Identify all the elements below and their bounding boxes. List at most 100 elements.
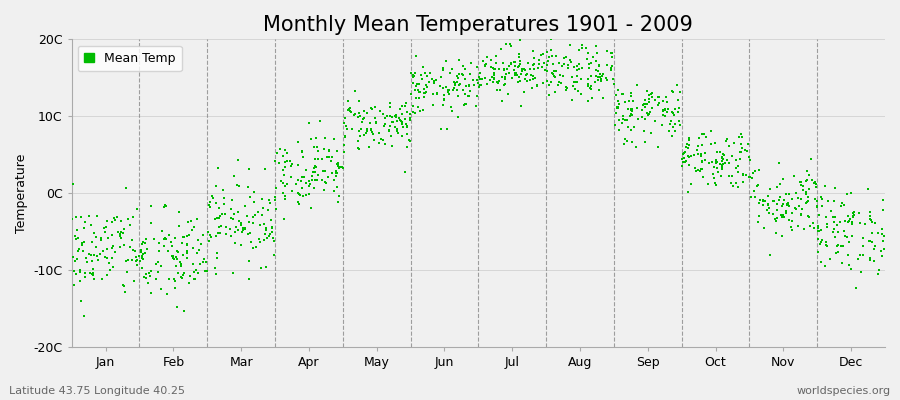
- Point: [180, 255, 194, 262]
- Point: [427, 102, 441, 108]
- Point: [135, 238, 149, 245]
- Point: [269, 184, 284, 191]
- Point: [463, 83, 477, 90]
- Point: [161, 247, 176, 254]
- Point: [781, 201, 796, 207]
- Point: [231, 209, 246, 216]
- Point: [512, 78, 526, 84]
- Point: [446, 87, 460, 93]
- Point: [131, 253, 146, 259]
- Point: [84, 222, 98, 228]
- Point: [266, 252, 281, 258]
- Point: [526, 48, 541, 54]
- Point: [259, 235, 274, 241]
- Point: [745, 174, 760, 181]
- Point: [799, 191, 814, 197]
- Point: [276, 171, 291, 178]
- Point: [511, 63, 526, 70]
- Point: [513, 36, 527, 43]
- Point: [209, 200, 223, 207]
- Point: [553, 72, 567, 78]
- Point: [508, 59, 522, 66]
- Point: [642, 96, 656, 102]
- Point: [238, 226, 253, 232]
- Point: [638, 96, 652, 103]
- Point: [715, 154, 729, 160]
- Point: [90, 253, 104, 259]
- Point: [494, 46, 508, 52]
- Point: [766, 211, 780, 218]
- Point: [826, 218, 841, 225]
- Point: [91, 257, 105, 264]
- Point: [231, 157, 246, 163]
- Point: [616, 113, 631, 120]
- Point: [694, 153, 708, 160]
- Point: [284, 187, 299, 194]
- Point: [519, 77, 534, 84]
- Point: [814, 239, 829, 245]
- Point: [446, 65, 460, 72]
- Point: [436, 85, 450, 92]
- Point: [382, 128, 397, 134]
- Point: [406, 72, 420, 78]
- Point: [579, 45, 593, 51]
- Point: [678, 158, 692, 165]
- Point: [806, 220, 821, 226]
- Point: [168, 278, 183, 284]
- Point: [799, 177, 814, 183]
- Point: [604, 65, 618, 72]
- Point: [640, 101, 654, 108]
- Point: [268, 197, 283, 204]
- Point: [794, 179, 808, 186]
- Point: [471, 80, 485, 87]
- Point: [149, 260, 164, 267]
- Point: [257, 166, 272, 172]
- Point: [112, 232, 127, 239]
- Point: [176, 252, 190, 258]
- Point: [167, 276, 182, 282]
- Point: [487, 74, 501, 81]
- Point: [618, 117, 633, 124]
- Point: [666, 89, 680, 96]
- Point: [419, 89, 434, 95]
- Point: [640, 110, 654, 116]
- Point: [842, 213, 856, 219]
- Point: [779, 208, 794, 214]
- Point: [272, 159, 286, 166]
- Point: [868, 243, 882, 250]
- Point: [766, 198, 780, 204]
- Point: [409, 95, 423, 101]
- Point: [116, 230, 130, 236]
- Point: [412, 88, 427, 95]
- Point: [186, 260, 201, 267]
- Point: [590, 49, 604, 56]
- Point: [172, 258, 186, 265]
- Point: [206, 194, 220, 201]
- Point: [814, 259, 828, 265]
- Point: [362, 144, 376, 151]
- Point: [74, 298, 88, 304]
- Point: [792, 203, 806, 209]
- Point: [430, 90, 445, 96]
- Point: [592, 87, 607, 94]
- Point: [517, 66, 531, 72]
- Point: [126, 247, 140, 253]
- Point: [775, 233, 789, 239]
- Point: [110, 213, 124, 220]
- Point: [409, 83, 423, 89]
- Point: [393, 106, 408, 112]
- Point: [478, 75, 492, 81]
- Point: [376, 111, 391, 117]
- Point: [819, 214, 833, 220]
- Point: [197, 256, 211, 262]
- Point: [807, 196, 822, 202]
- Point: [497, 66, 511, 73]
- Point: [246, 214, 260, 220]
- Point: [739, 172, 753, 178]
- Point: [716, 162, 730, 168]
- Point: [139, 271, 153, 277]
- Point: [68, 258, 82, 265]
- Point: [526, 73, 540, 80]
- Point: [734, 148, 748, 155]
- Point: [214, 223, 229, 229]
